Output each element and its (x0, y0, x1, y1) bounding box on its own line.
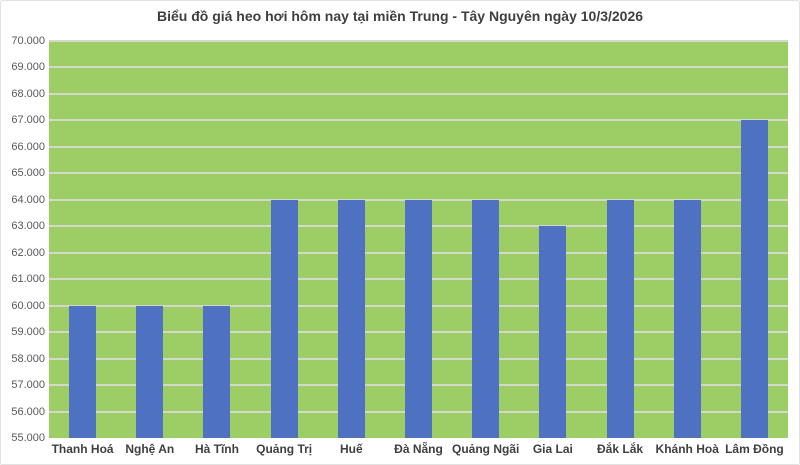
y-tick-label: 56.000 (11, 405, 45, 418)
bar-Quảng Ngãi (472, 199, 500, 438)
bar-Huế (337, 199, 365, 438)
x-category-label: Khánh Hoà (655, 442, 719, 456)
gridline (49, 172, 788, 175)
y-tick-label: 55.000 (11, 432, 45, 444)
x-category-label: Gia Lai (532, 442, 573, 456)
y-tick-label: 68.000 (11, 87, 45, 100)
x-category-label: Nghệ An (125, 442, 175, 456)
x-category-label: Lâm Đồng (725, 442, 784, 456)
y-axis: 55.000 56.000 57.000 58.000 59.000 60.000 61.0… (1, 35, 45, 444)
bars-layer (49, 41, 788, 438)
x-category-label: Quảng Trị (256, 442, 313, 456)
gridline (49, 92, 788, 95)
gridline (49, 119, 788, 122)
bar-Đắk Lắk (606, 199, 634, 438)
y-tick-label: 62.000 (11, 246, 45, 259)
bar-Nghệ An (136, 305, 164, 438)
x-category-label: Thanh Hoá (51, 442, 114, 456)
x-category-label: Đà Nẵng (394, 442, 443, 456)
x-category-label: Quảng Ngãi (452, 442, 520, 456)
bar-Hà Tĩnh (203, 305, 231, 438)
bar-Đà Nẵng (405, 199, 432, 438)
gridline (49, 40, 788, 42)
y-tick-label: 69.000 (11, 61, 45, 74)
bar-Quảng Trị (270, 199, 298, 438)
bar-Thanh Hoá (69, 305, 97, 438)
y-tick-label: 57.000 (11, 379, 45, 392)
y-tick-label: 61.000 (11, 273, 45, 286)
gridline (49, 145, 788, 148)
y-tick-label: 65.000 (11, 167, 45, 180)
y-tick-label: 64.000 (11, 193, 45, 206)
y-tick-label: 66.000 (11, 140, 45, 153)
gridline (49, 198, 788, 201)
y-tick-label: 60.000 (11, 299, 45, 312)
bar-Lâm Đồng (740, 120, 768, 438)
x-category-label: Đắk Lắk (597, 442, 644, 456)
gridline (49, 66, 788, 69)
y-tick-label: 67.000 (11, 114, 45, 127)
chart-title: Biểu đồ giá heo hơi hôm nay tại miền Tru… (156, 8, 644, 24)
x-axis: Thanh Hoá Nghệ An Hà Tĩnh Quảng Trị Huế Đà Nẵ… (49, 442, 788, 462)
y-tick-label: 58.000 (11, 352, 45, 365)
bar-Khánh Hoà (673, 199, 701, 438)
y-tick-label: 63.000 (11, 220, 45, 233)
x-category-label: Huế (339, 442, 363, 456)
bar-Gia Lai (539, 226, 567, 438)
y-tick-label: 70.000 (11, 35, 45, 47)
plot-area (49, 40, 788, 438)
x-category-label: Hà Tĩnh (194, 442, 239, 456)
y-tick-label: 59.000 (11, 326, 45, 339)
